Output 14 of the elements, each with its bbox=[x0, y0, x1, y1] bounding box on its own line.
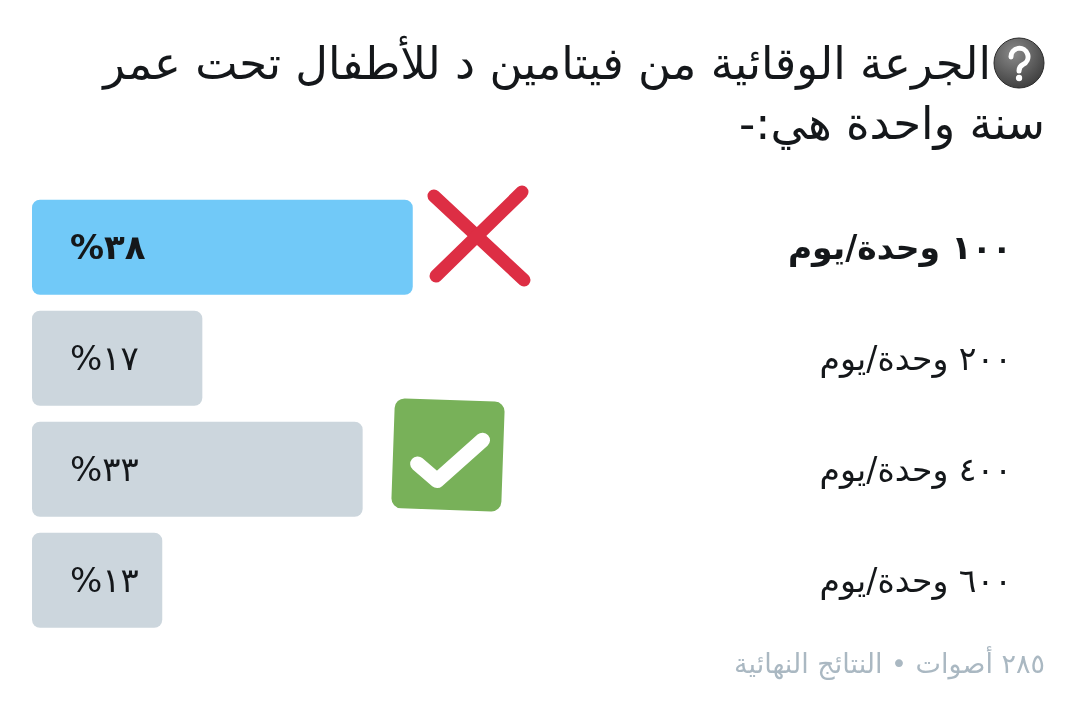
y-tick-label: ٤٠٠ وحدة/يوم bbox=[819, 450, 1012, 489]
bar bbox=[32, 421, 363, 517]
y-tick-label: ٢٠٠ وحدة/يوم bbox=[819, 339, 1012, 378]
text: ٢٨٥ أصوات • النتائج النهائية bbox=[734, 648, 1045, 679]
data-label: %١٣ bbox=[70, 560, 139, 601]
data-label: %٣٨ bbox=[70, 227, 146, 268]
bar bbox=[32, 310, 203, 406]
data-label: %١٧ bbox=[70, 338, 139, 379]
y-tick-label: ٦٠٠ وحدة/يوم bbox=[819, 561, 1012, 600]
bar bbox=[32, 532, 163, 628]
bar bbox=[32, 199, 413, 295]
data-label: %٣٣ bbox=[70, 449, 139, 490]
y-tick-label: ١٠٠ وحدة/يوم bbox=[787, 228, 1012, 268]
text: الجرعة الوقائية من فيتامين د للأطفال تحت عمر سنة واحدة هي:- bbox=[103, 37, 1045, 150]
